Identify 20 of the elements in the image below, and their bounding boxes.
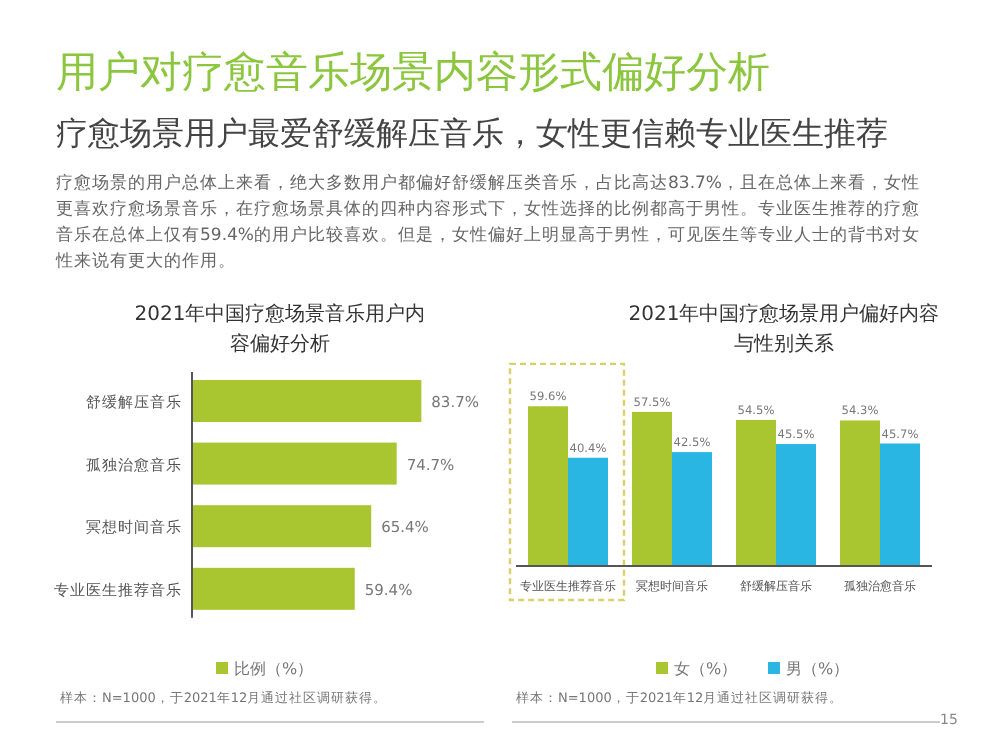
bar	[776, 444, 816, 566]
chart-title: 2021年中国疗愈场景用户偏好内容与性别关系	[628, 302, 940, 356]
bar	[528, 406, 568, 566]
text: 疗愈场景用户最爱舒缓解压音乐，女性更信赖专业医生推荐	[56, 114, 888, 156]
bar	[192, 442, 397, 485]
bar	[736, 419, 776, 566]
bar	[192, 380, 422, 422]
bar	[880, 443, 920, 566]
bar	[840, 420, 880, 566]
legend-label: 男（%）	[786, 660, 850, 678]
bar	[568, 457, 608, 566]
legend-label: 女（%）	[674, 660, 738, 678]
bar	[192, 505, 372, 548]
text: 疗愈场景的用户总体上来看，绝大多数用户都偏好舒缓解压类音乐，占比高达83.7%，且在总体上来看，女性更喜欢疗愈场景音乐，在疗愈场景具体的四种内容形式下，女性选择的比例都高于男性。专业医生推荐的疗愈音乐在总体上仅有59.4%的用户比较喜欢。但是，女性偏好上明显高于男性，可见医生等专业人士的背书对女性来说有更大的作用。	[56, 172, 923, 276]
bar	[672, 452, 712, 566]
bar	[192, 567, 355, 610]
bar	[632, 411, 672, 566]
chart-title: 2021年中国疗愈场景音乐用户内容偏好分析	[134, 302, 426, 356]
legend-label: 比例（%）	[234, 660, 314, 678]
text: 用户对疗愈音乐场景内容形式偏好分析	[56, 46, 770, 100]
